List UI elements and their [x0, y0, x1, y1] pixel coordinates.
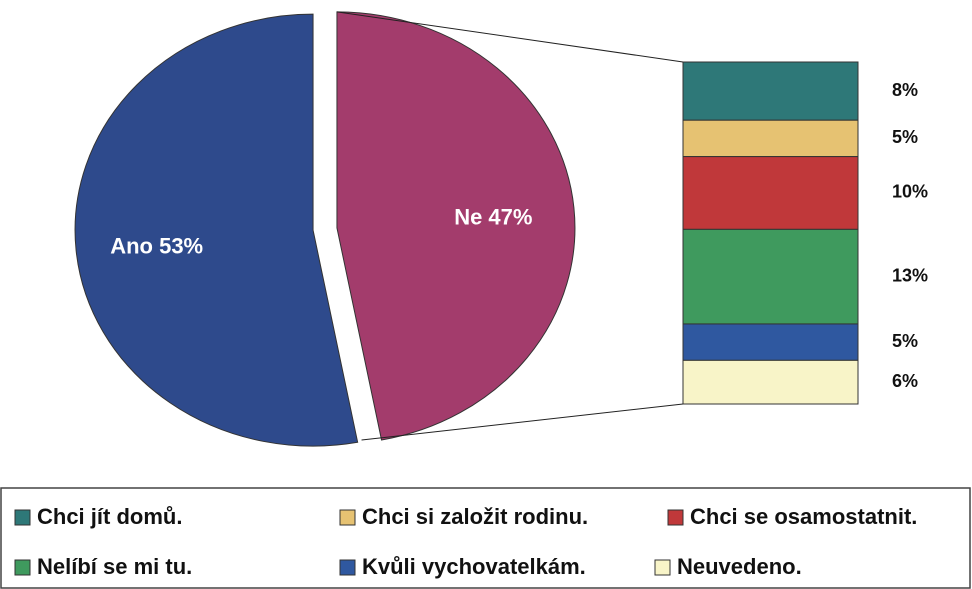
bar-segment	[682, 228, 859, 325]
legend-swatch	[339, 509, 356, 526]
segment-label: 8%	[892, 80, 918, 100]
bar-segment	[682, 61, 859, 121]
legend-label: Chci jít domů.	[37, 504, 182, 529]
legend-label: Chci si založit rodinu.	[362, 504, 588, 529]
segment-label: 5%	[892, 127, 918, 147]
legend-box	[0, 487, 971, 589]
legend-label: Neuvedeno.	[677, 554, 802, 579]
legend-swatch	[14, 559, 31, 576]
legend-swatch	[654, 559, 671, 576]
slice-label: Ne 47%	[454, 204, 532, 229]
legend-label: Chci se osamostatnit.	[690, 504, 917, 529]
bar-segment	[682, 156, 859, 230]
bar-segment	[682, 359, 859, 405]
segment-label: 10%	[892, 182, 928, 202]
segment-label: 5%	[892, 331, 918, 351]
bar-segment	[682, 119, 859, 158]
legend-label: Kvůli vychovatelkám.	[362, 554, 586, 579]
pie-slice	[74, 13, 359, 447]
segment-label: 13%	[892, 265, 928, 285]
legend-swatch	[14, 509, 31, 526]
connector	[361, 403, 684, 441]
legend-label: Nelíbí se mi tu.	[37, 554, 192, 579]
segment-label: 6%	[892, 371, 918, 391]
legend-swatch	[667, 509, 684, 526]
connector	[336, 11, 684, 63]
legend-swatch	[339, 559, 356, 576]
bar-segment	[682, 323, 859, 361]
pie-slice	[336, 11, 576, 441]
slice-label: Ano 53%	[110, 233, 203, 258]
